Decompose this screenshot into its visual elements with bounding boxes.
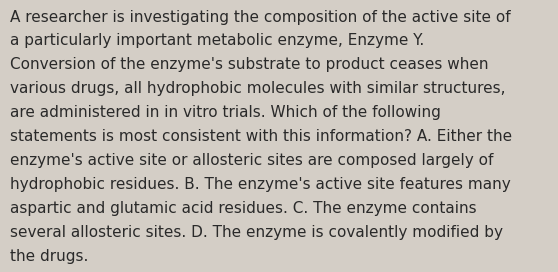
Text: the drugs.: the drugs. <box>10 249 88 264</box>
Text: aspartic and glutamic acid residues. C. The enzyme contains: aspartic and glutamic acid residues. C. … <box>10 201 477 216</box>
Text: hydrophobic residues. B. The enzyme's active site features many: hydrophobic residues. B. The enzyme's ac… <box>10 177 511 192</box>
Text: A researcher is investigating the composition of the active site of: A researcher is investigating the compos… <box>10 10 511 24</box>
Text: enzyme's active site or allosteric sites are composed largely of: enzyme's active site or allosteric sites… <box>10 153 493 168</box>
Text: a particularly important metabolic enzyme, Enzyme Y.: a particularly important metabolic enzym… <box>10 33 424 48</box>
Text: various drugs, all hydrophobic molecules with similar structures,: various drugs, all hydrophobic molecules… <box>10 81 506 96</box>
Text: several allosteric sites. D. The enzyme is covalently modified by: several allosteric sites. D. The enzyme … <box>10 225 503 240</box>
Text: are administered in in vitro trials. Which of the following: are administered in in vitro trials. Whi… <box>10 105 441 120</box>
Text: statements is most consistent with this information? A. Either the: statements is most consistent with this … <box>10 129 512 144</box>
Text: Conversion of the enzyme's substrate to product ceases when: Conversion of the enzyme's substrate to … <box>10 57 489 72</box>
